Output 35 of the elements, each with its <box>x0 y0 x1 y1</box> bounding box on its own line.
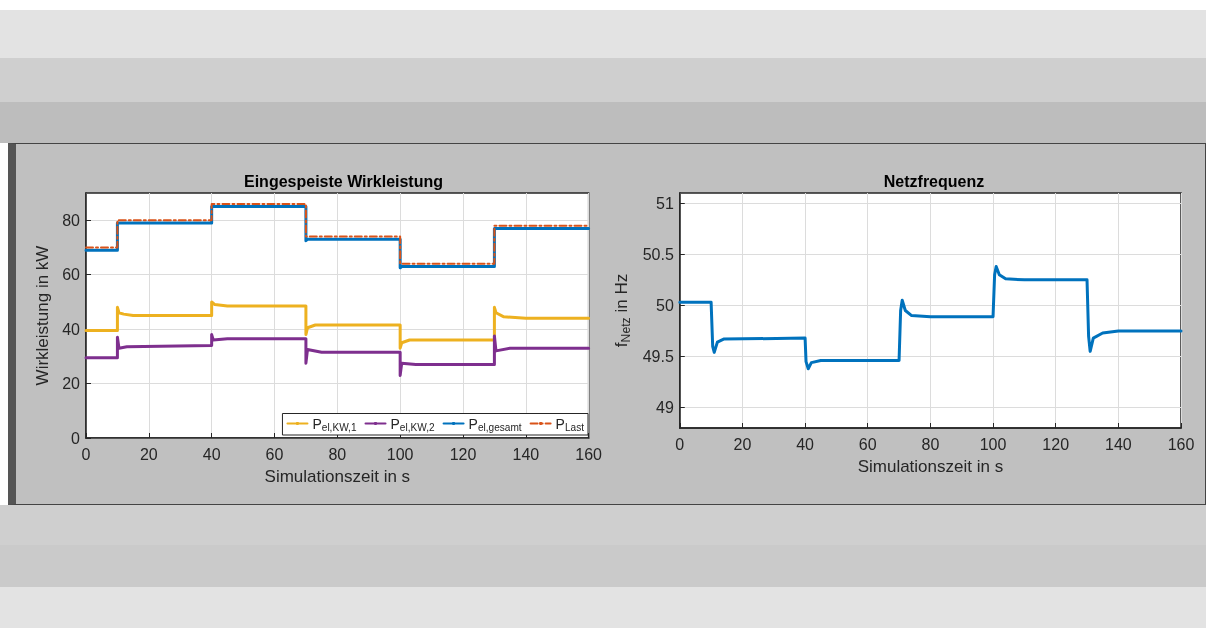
x-tick-label: 80 <box>328 445 347 463</box>
y-tick-label: 80 <box>62 211 81 229</box>
line-series <box>678 265 1183 371</box>
x-tick-label: 80 <box>921 435 940 453</box>
x-axis-title: Simulationszeit in s <box>857 457 1004 476</box>
x-axis-title: Simulationszeit in s <box>264 467 411 486</box>
chart-title: Netzfrequenz <box>883 172 985 190</box>
y-axis-title: fNetz in Hz <box>612 273 633 348</box>
x-tick-label: 140 <box>512 445 540 463</box>
x-tick-label: 120 <box>449 445 477 463</box>
x-tick-label: 20 <box>733 435 752 453</box>
y-tick-label: 40 <box>62 320 81 338</box>
y-tick-label: 49.5 <box>642 347 674 365</box>
y-tick-label: 50.5 <box>642 245 674 263</box>
x-tick-label: 0 <box>675 435 685 453</box>
x-tick-label: 140 <box>1105 435 1132 453</box>
line-series <box>84 333 591 377</box>
y-tick-label: 49 <box>655 399 674 417</box>
x-tick-label: 60 <box>265 445 284 463</box>
x-tick-label: 160 <box>575 445 603 463</box>
x-tick-label: 60 <box>858 435 877 453</box>
x-tick-label: 40 <box>796 435 815 453</box>
x-tick-label: 100 <box>386 445 414 463</box>
y-tick-label: 20 <box>62 375 81 393</box>
x-tick-label: 40 <box>202 445 221 463</box>
x-tick-label: 20 <box>139 445 158 463</box>
y-axis-title: Wirkleistung in kW <box>33 245 52 386</box>
y-tick-label: 60 <box>62 266 81 284</box>
y-tick-label: 50 <box>655 296 674 314</box>
x-tick-label: 120 <box>1042 435 1070 453</box>
chart-title: Eingespeiste Wirkleistung <box>243 172 444 190</box>
line-series <box>84 300 591 350</box>
x-tick-label: 160 <box>1167 435 1195 453</box>
y-tick-label: 51 <box>655 194 674 212</box>
x-tick-label: 100 <box>979 435 1007 453</box>
